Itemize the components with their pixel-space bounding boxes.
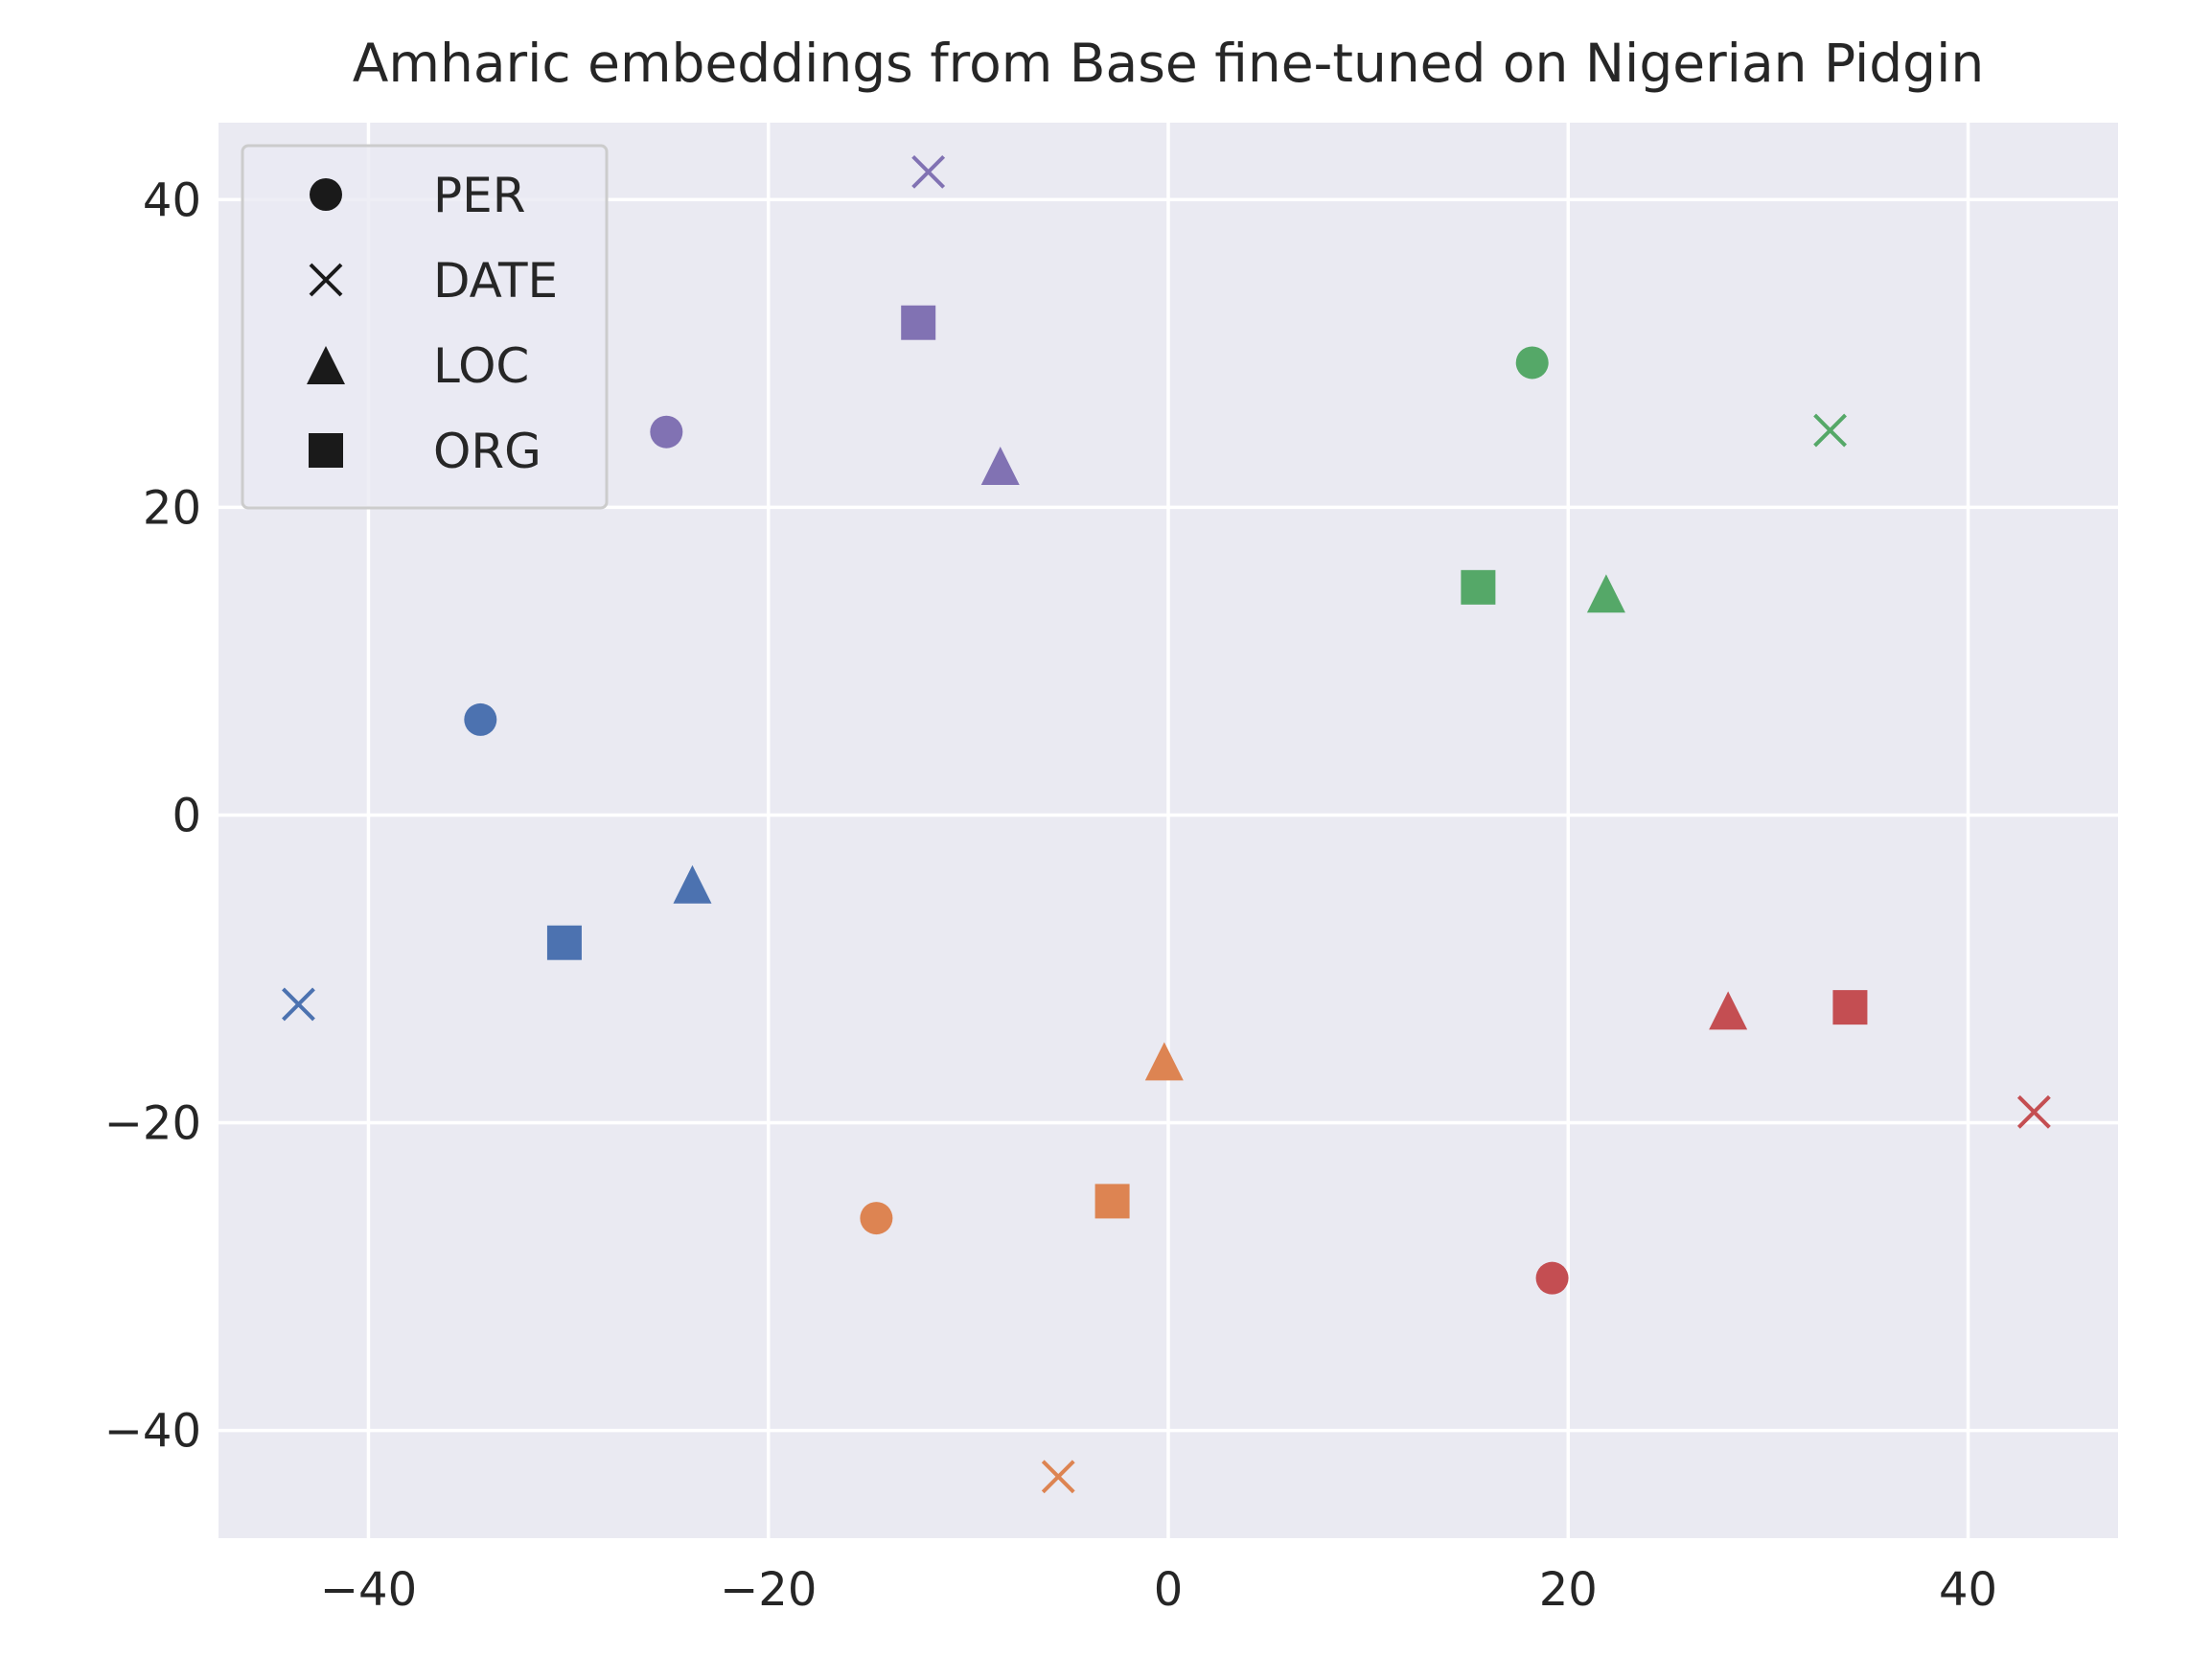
- x-tick-label: −20: [720, 1563, 817, 1617]
- legend-marker-circle: [310, 178, 342, 211]
- legend-box: [241, 144, 609, 510]
- y-tick-label: 0: [172, 789, 201, 842]
- x-tick-label: 40: [1939, 1563, 1997, 1617]
- legend: PER DATE LOC ORG: [241, 144, 609, 510]
- y-tick-label: −20: [104, 1097, 201, 1151]
- point-circle: [650, 415, 683, 449]
- point-x: [911, 154, 946, 189]
- x-tick-label: −40: [320, 1563, 417, 1617]
- legend-marker-x: [309, 263, 343, 297]
- point-square: [546, 925, 582, 960]
- legend-marker-square: [309, 433, 343, 468]
- point-x: [1041, 1460, 1075, 1494]
- data-points: [282, 154, 2051, 1494]
- y-tick-label: 20: [143, 481, 201, 535]
- point-x: [1813, 413, 1847, 448]
- point-triangle: [673, 864, 712, 904]
- legend-label-loc: LOC: [433, 338, 529, 394]
- point-triangle: [1144, 1042, 1184, 1081]
- legend-label-per: PER: [433, 168, 525, 223]
- legend-label-org: ORG: [433, 424, 541, 479]
- tick-labels: −40 −20 0 20 40 −40 −20 0 20 40: [104, 173, 1997, 1617]
- point-circle: [860, 1202, 893, 1235]
- y-tick-label: 40: [143, 173, 201, 227]
- legend-marker-triangle: [307, 346, 345, 384]
- x-tick-label: 20: [1539, 1563, 1598, 1617]
- legend-label-date: DATE: [433, 253, 558, 309]
- chart-title: Amharic embeddings from Base fine-tuned …: [353, 33, 1984, 94]
- point-triangle: [980, 447, 1020, 486]
- point-circle: [1535, 1261, 1569, 1295]
- point-square: [1461, 569, 1496, 605]
- point-square: [1094, 1184, 1130, 1219]
- point-triangle: [1586, 574, 1625, 613]
- x-tick-label: 0: [1154, 1563, 1184, 1617]
- point-square: [1832, 990, 1868, 1025]
- point-x: [2016, 1094, 2051, 1129]
- point-circle: [1515, 346, 1549, 380]
- point-circle: [464, 702, 497, 736]
- point-triangle: [1709, 991, 1748, 1030]
- y-tick-label: −40: [104, 1405, 201, 1459]
- point-x: [282, 987, 315, 1022]
- point-square: [901, 305, 936, 340]
